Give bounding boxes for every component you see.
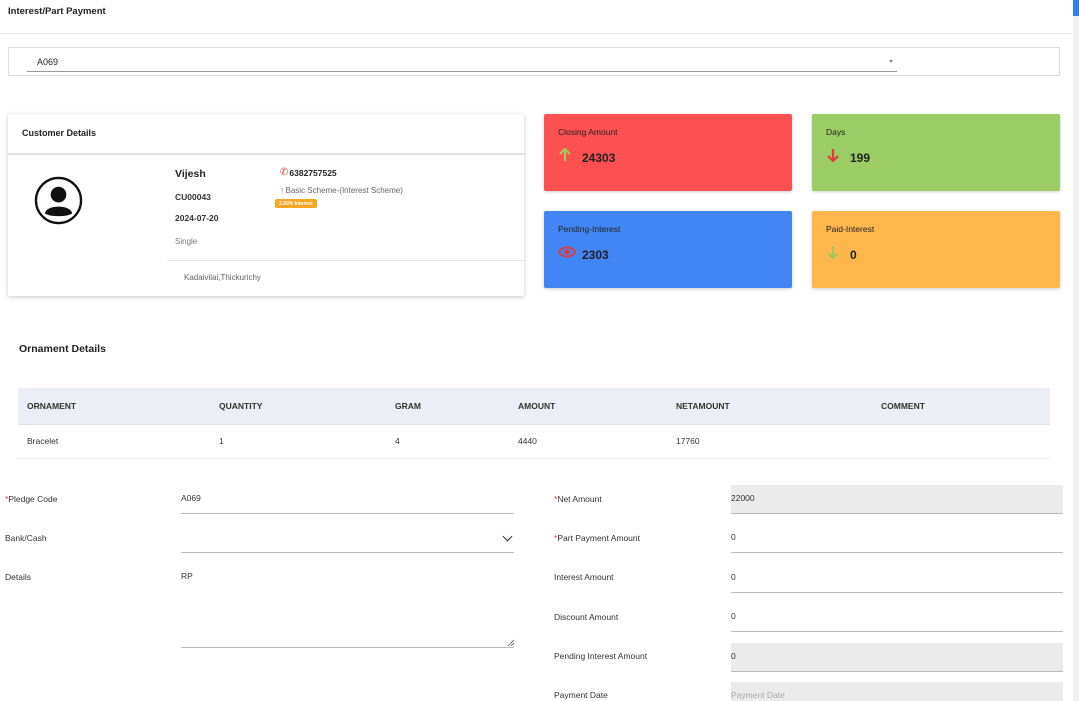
days-value: 199 — [850, 151, 871, 165]
customer-date: 2024-07-20 — [175, 213, 219, 223]
customer-name: Vijesh — [175, 168, 206, 180]
customer-details-header: Customer Details — [8, 114, 524, 155]
customer-details-card: Customer Details Vijesh CU00043 2024-07-… — [8, 114, 524, 296]
payment-date-input[interactable]: Payment Date — [731, 682, 1063, 701]
arrow-down-icon — [827, 246, 839, 259]
bank-cash-label: Bank/Cash — [5, 533, 47, 543]
details-textarea[interactable]: RP — [181, 563, 514, 648]
net-amount-label: *Net Amount — [554, 494, 602, 504]
discount-amount-value: 0 — [731, 611, 736, 621]
pending-interest-amount-label: Pending Interest Amount — [554, 651, 648, 661]
pledge-select-container: A069 — [8, 47, 1060, 76]
table-cell: Bracelet — [18, 424, 210, 459]
page-title: Interest/Part Payment — [8, 6, 106, 17]
phone-icon: ✆ — [280, 167, 289, 178]
column-header: COMMENT — [872, 388, 1050, 425]
days-label: Days — [826, 127, 846, 137]
table-header-row: ORNAMENT QUANTITY GRAM AMOUNT NETAMOUNT … — [18, 388, 1050, 425]
pending-interest-card: Pending-Interest 2303 — [544, 211, 792, 288]
ornament-details-title: Ornament Details — [19, 343, 106, 355]
paid-interest-card: Paid-Interest 0 — [812, 211, 1060, 288]
payment-date-label: Payment Date — [554, 690, 608, 700]
closing-amount-label: Closing Amount — [558, 127, 618, 137]
interest-amount-label: Interest Amount — [554, 572, 614, 582]
part-payment-label: *Part Payment Amount — [554, 533, 640, 543]
days-card: Days 199 — [812, 114, 1060, 191]
scrollbar-thumb[interactable] — [1073, 0, 1079, 16]
eye-icon — [558, 246, 576, 258]
interest-amount-value: 0 — [731, 572, 736, 582]
net-amount-input[interactable]: 22000 — [731, 485, 1063, 514]
closing-amount-card: Closing Amount 24303 — [544, 114, 792, 191]
paid-interest-label: Paid-Interest — [826, 224, 875, 234]
pledge-select[interactable]: A069 — [27, 50, 897, 72]
pending-interest-amount-input[interactable]: 0 — [731, 643, 1063, 672]
part-payment-input[interactable]: 0 — [731, 524, 1063, 553]
table-cell — [872, 424, 1050, 459]
column-header: AMOUNT — [509, 388, 667, 425]
closing-amount-value: 24303 — [582, 151, 616, 165]
customer-phone-number: 6382757525 — [289, 167, 337, 178]
pending-interest-value: 2303 — [582, 248, 609, 262]
column-header: QUANTITY — [210, 388, 386, 425]
pledge-code-value: A069 — [181, 493, 201, 503]
customer-code: CU00043 — [175, 192, 211, 202]
column-header: ORNAMENT — [18, 388, 210, 425]
pledge-code-input[interactable]: A069 — [181, 485, 514, 514]
caret-down-icon — [889, 60, 893, 63]
customer-address: Kadaivilai,Thickurichy — [184, 273, 261, 282]
payment-date-placeholder: Payment Date — [731, 690, 785, 700]
paid-interest-value: 0 — [850, 248, 857, 262]
details-label: Details — [5, 572, 31, 582]
table-cell: 17760 — [667, 424, 872, 459]
table-cell: 1 — [210, 424, 386, 459]
column-header: GRAM — [386, 388, 509, 425]
resize-handle-icon[interactable] — [507, 639, 514, 646]
arrow-up-icon — [559, 148, 571, 161]
user-avatar-icon — [34, 176, 83, 225]
pending-interest-amount-value: 0 — [731, 651, 736, 661]
discount-amount-input[interactable]: 0 — [731, 603, 1063, 632]
interest-amount-input[interactable]: 0 — [731, 564, 1063, 593]
pending-interest-label: Pending-Interest — [558, 224, 621, 234]
address-divider — [167, 260, 524, 261]
chevron-down-icon — [502, 531, 513, 542]
scheme-icon: ↑ — [280, 185, 285, 195]
net-amount-value: 22000 — [731, 493, 755, 503]
arrow-down-icon — [827, 149, 839, 162]
customer-scheme-name: Basic Scheme-(Interest Scheme) — [285, 185, 403, 195]
interest-badge: 2.00% Interest — [275, 199, 317, 208]
customer-phone: ✆ 6382757525 — [280, 167, 337, 178]
part-payment-value: 0 — [731, 532, 736, 542]
table-cell: 4 — [386, 424, 509, 459]
table-row: Bracelet 1 4 4440 17760 — [18, 424, 1050, 459]
discount-amount-label: Discount Amount — [554, 612, 619, 622]
column-header: NETAMOUNT — [667, 388, 872, 425]
details-value: RP — [181, 571, 193, 581]
pledge-select-value: A069 — [37, 57, 59, 67]
title-divider — [0, 33, 1073, 34]
bank-cash-select[interactable] — [181, 524, 514, 553]
ornament-table: ORNAMENT QUANTITY GRAM AMOUNT NETAMOUNT … — [18, 388, 1050, 459]
customer-scheme: ↑ Basic Scheme-(Interest Scheme) — [280, 185, 403, 195]
pledge-code-label: *Pledge Code — [5, 494, 58, 504]
vertical-scrollbar[interactable] — [1073, 0, 1079, 701]
customer-marital-status: Single — [175, 237, 198, 246]
table-cell: 4440 — [509, 424, 667, 459]
